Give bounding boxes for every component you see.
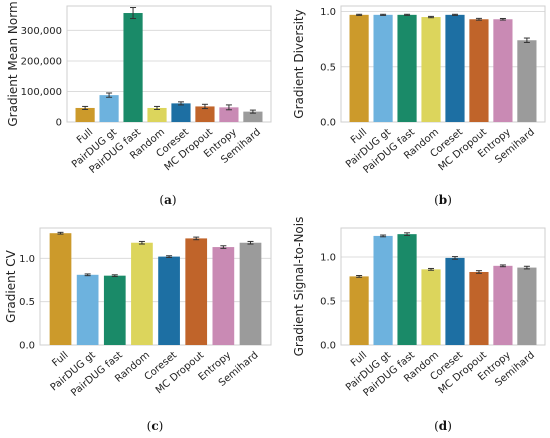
bar <box>445 14 465 122</box>
bar <box>445 257 465 345</box>
bar <box>243 111 263 122</box>
bar <box>493 265 513 345</box>
bar <box>49 233 72 345</box>
bar <box>397 234 417 345</box>
plot-frame <box>39 227 272 346</box>
y-tick-label: 1.0 <box>320 7 336 18</box>
y-tick-label: 300,000 <box>21 26 62 37</box>
bar <box>421 17 441 122</box>
y-tick-label: 1.0 <box>19 254 35 265</box>
bar <box>239 242 262 345</box>
bar <box>158 256 180 345</box>
bar <box>212 247 235 345</box>
bar <box>131 242 153 345</box>
panel-caption: (a) <box>159 193 176 207</box>
plot-frame <box>340 227 546 346</box>
plot-frame <box>340 5 546 123</box>
y-tick-label: 0.5 <box>320 297 336 308</box>
y-tick-label: 200,000 <box>21 56 62 67</box>
y-axis-label: Gradient Signal-to-Nois <box>292 217 306 357</box>
bar <box>99 95 119 122</box>
y-tick-label: 1.0 <box>320 253 336 264</box>
panel-caption: (c) <box>147 419 164 433</box>
bar <box>517 40 537 122</box>
y-tick-label: 0.5 <box>19 297 35 308</box>
bar <box>349 276 369 345</box>
bar <box>421 269 441 345</box>
bar <box>219 107 239 122</box>
x-tick-label: Full <box>50 350 70 369</box>
plot-frame <box>66 5 272 123</box>
y-tick-label: 0.0 <box>320 118 336 129</box>
bar <box>397 14 417 122</box>
y-axis-label: Gradient Diversity <box>292 9 306 118</box>
bar <box>517 267 537 345</box>
panel-caption: (d) <box>434 419 452 433</box>
y-axis-label: Gradient Mean Norm <box>6 1 20 126</box>
bar <box>349 14 369 122</box>
bar <box>171 103 191 122</box>
bar <box>123 13 143 123</box>
bar <box>195 106 215 122</box>
bar <box>373 235 393 345</box>
y-tick-label: 100,000 <box>21 87 62 98</box>
y-tick-label: 0.0 <box>320 341 336 352</box>
bar <box>373 14 393 122</box>
y-axis-label: Gradient CV <box>4 249 18 322</box>
bar <box>469 19 489 123</box>
bar <box>76 274 99 345</box>
y-tick-label: 0.0 <box>19 341 35 352</box>
bar <box>185 238 208 345</box>
bar <box>103 275 126 345</box>
bar <box>147 107 167 122</box>
panel-caption: (b) <box>434 193 452 207</box>
bar <box>75 107 95 122</box>
y-tick-label: 0.5 <box>320 62 336 73</box>
bar <box>469 271 489 345</box>
y-tick-label: 0 <box>56 118 62 129</box>
bar <box>493 19 513 123</box>
